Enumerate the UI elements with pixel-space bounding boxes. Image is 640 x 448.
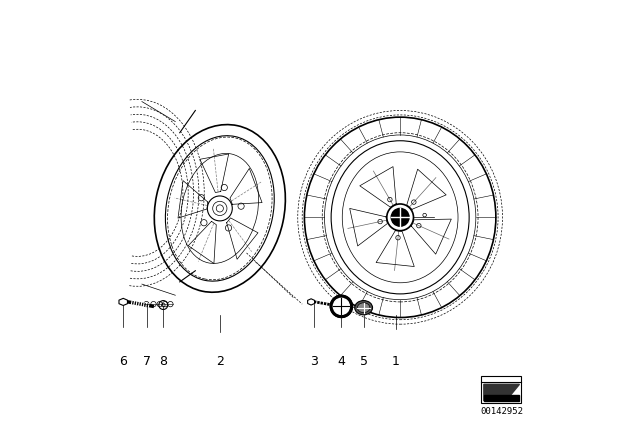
Ellipse shape bbox=[355, 301, 372, 315]
Text: 4: 4 bbox=[337, 355, 346, 368]
Polygon shape bbox=[484, 384, 520, 401]
Circle shape bbox=[391, 208, 409, 226]
Polygon shape bbox=[119, 298, 127, 306]
Text: 5: 5 bbox=[360, 355, 367, 368]
Text: 1: 1 bbox=[392, 355, 399, 368]
Text: 00142952: 00142952 bbox=[480, 407, 523, 417]
Ellipse shape bbox=[357, 303, 370, 313]
Polygon shape bbox=[308, 299, 315, 305]
Text: 3: 3 bbox=[310, 355, 318, 368]
Text: 8: 8 bbox=[159, 355, 167, 368]
Bar bbox=[481, 376, 521, 404]
Text: 6: 6 bbox=[119, 355, 127, 368]
Bar bbox=[484, 395, 520, 401]
Text: 7: 7 bbox=[143, 355, 151, 368]
Circle shape bbox=[333, 298, 349, 314]
Circle shape bbox=[330, 295, 353, 318]
Text: 2: 2 bbox=[216, 355, 224, 368]
